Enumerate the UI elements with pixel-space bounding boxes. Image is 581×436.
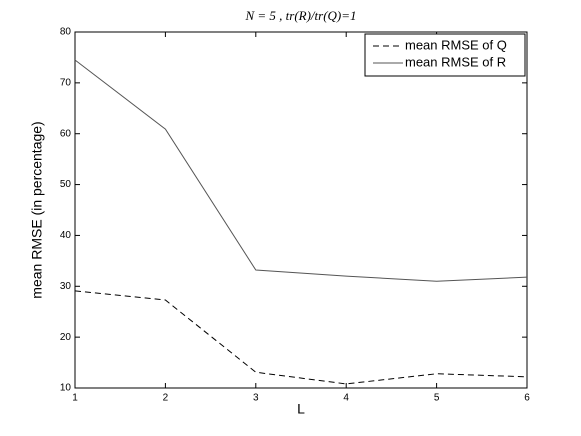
x-tick-label: 3 (253, 393, 259, 404)
x-tick-label: 4 (343, 393, 349, 404)
y-axis-label: mean RMSE (in percentage) (29, 121, 45, 298)
x-tick-label: 2 (163, 393, 169, 404)
y-tick-label: 40 (60, 230, 72, 241)
series-line (74, 59, 528, 282)
y-tick-label: 80 (60, 27, 72, 38)
y-tick-label: 70 (60, 77, 72, 88)
chart-title: N = 5 , tr(R)/tr(Q)=1 (244, 8, 356, 23)
series-line (74, 290, 528, 385)
y-tick-label: 60 (60, 128, 72, 139)
x-tick-label: 5 (434, 393, 440, 404)
x-axis-label: L (297, 401, 305, 417)
y-tick-label: 10 (60, 383, 72, 394)
plot-frame (74, 31, 528, 389)
y-tick-label: 50 (60, 179, 72, 190)
legend-box (364, 33, 526, 77)
x-tick-label: 1 (72, 393, 78, 404)
legend-label: mean RMSE of R (405, 54, 506, 69)
y-tick-label: 20 (60, 332, 72, 343)
x-tick-label: 6 (524, 393, 530, 404)
legend-label: mean RMSE of Q (405, 37, 507, 52)
y-tick-label: 30 (60, 281, 72, 292)
